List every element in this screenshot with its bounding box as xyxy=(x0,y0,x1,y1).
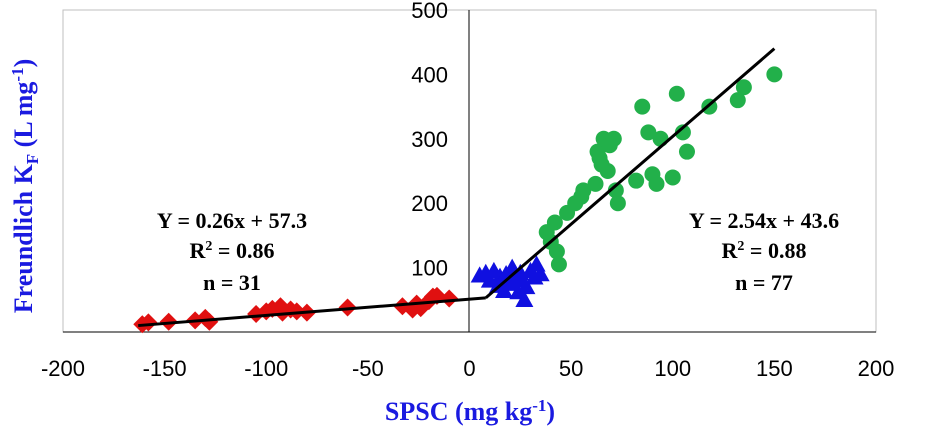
circle-point-green xyxy=(634,98,651,115)
y-tick-labels: 500 400 300 200 100 xyxy=(411,0,448,281)
circle-point-green xyxy=(674,124,691,141)
right-annotation: Y = 2.54x + 43.6 R2 = 0.88 n = 77 xyxy=(689,208,839,295)
triangle-point-blue xyxy=(517,277,536,295)
circle-point-green xyxy=(735,79,752,96)
x-axis-title: SPSC (mg kg-1) xyxy=(385,396,555,426)
right-n: n = 77 xyxy=(735,270,793,295)
circle-point-green xyxy=(607,182,624,199)
x-tick-label: -100 xyxy=(244,356,288,381)
circle-point-green xyxy=(648,175,665,192)
diamond-point-red xyxy=(440,289,459,308)
diamond-point-red xyxy=(200,312,219,331)
fit-line-1 xyxy=(484,47,776,300)
x-tick-label: -50 xyxy=(352,356,384,381)
x-tick-label: 150 xyxy=(756,356,793,381)
circle-point-green xyxy=(729,92,746,109)
circle-point-green xyxy=(599,163,616,179)
x-tick-label: 50 xyxy=(559,356,583,381)
x-tick-label: -200 xyxy=(41,356,85,381)
x-tick-label: 200 xyxy=(858,356,895,381)
circle-point-green xyxy=(678,143,695,160)
circle-point-green xyxy=(664,169,681,186)
diamond-point-red xyxy=(139,313,158,332)
fit-lines xyxy=(138,47,776,328)
circle-point-green xyxy=(609,195,626,212)
data-points xyxy=(133,66,783,334)
left-n: n = 31 xyxy=(203,270,261,295)
circle-point-green xyxy=(605,130,622,147)
circle-point-green xyxy=(628,172,645,189)
right-r2: R2 = 0.88 xyxy=(722,238,807,263)
circle-point-green xyxy=(550,256,567,273)
circle-point-green xyxy=(546,214,563,231)
x-tick-label: 100 xyxy=(654,356,691,381)
left-annotation: Y = 0.26x + 57.3 R2 = 0.86 n = 31 xyxy=(157,208,307,295)
y-tick-label: 400 xyxy=(411,62,448,87)
x-tick-label: -150 xyxy=(143,356,187,381)
circle-point-green xyxy=(587,175,604,192)
circle-point-green xyxy=(652,130,669,147)
circle-point-green xyxy=(766,66,783,83)
y-tick-label: 200 xyxy=(411,191,448,216)
fit-line-0 xyxy=(138,296,486,328)
x-tick-label: 0 xyxy=(463,356,475,381)
x-tick-labels: -200 -150 -100 -50 0 50 100 150 200 xyxy=(41,356,894,381)
circle-point-green xyxy=(548,243,565,260)
right-equation: Y = 2.54x + 43.6 xyxy=(689,208,839,233)
triangle-point-blue xyxy=(531,265,550,282)
y-axis-title: Freundlich KF (L mg-1) xyxy=(8,59,42,314)
triangle-point-blue xyxy=(515,290,534,307)
left-equation: Y = 0.26x + 57.3 xyxy=(157,208,307,233)
y-tick-label: 300 xyxy=(411,127,448,152)
circle-point-green xyxy=(575,182,592,199)
y-tick-label: 500 xyxy=(411,0,448,23)
left-r2: R2 = 0.86 xyxy=(190,238,275,263)
y-tick-label: 100 xyxy=(411,256,448,281)
circle-point-green xyxy=(668,85,685,102)
circle-point-green xyxy=(640,124,657,141)
